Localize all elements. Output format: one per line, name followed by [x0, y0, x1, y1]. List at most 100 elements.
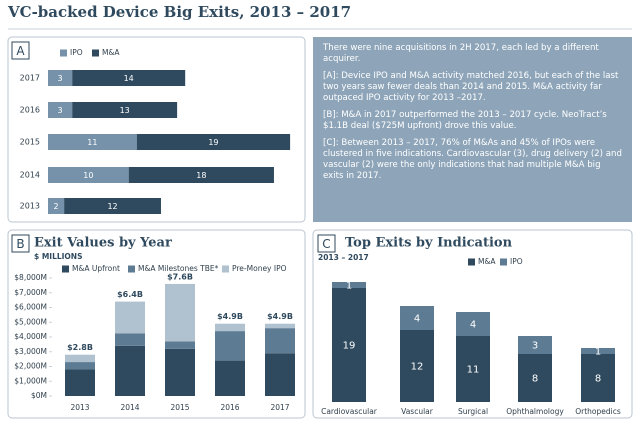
total-label: $2.8B [67, 343, 93, 352]
value-label: 11 [87, 138, 97, 147]
bar-segment [265, 323, 295, 329]
bar-segment [48, 167, 129, 183]
bar-segment [265, 353, 295, 396]
badge-letter: B [16, 237, 24, 251]
bar-segment [400, 330, 434, 402]
bar-segment [136, 134, 291, 150]
bar-segment [48, 198, 65, 214]
bar-segment [215, 323, 245, 332]
category-label: 2016 [220, 403, 239, 412]
category-label: 2015 [170, 403, 189, 412]
legend-label: Pre-Money IPO [232, 264, 287, 273]
legend-label: M&A Upfront [72, 264, 120, 273]
y-tick-label: $2,000M [14, 362, 47, 371]
y-tick-label: $0M [31, 391, 47, 400]
y-tick-label: $6,000M [14, 303, 47, 312]
bar-segment [518, 354, 552, 402]
y-tick-label: $7,000M [14, 288, 47, 297]
y-tick-label: $4,000M [14, 332, 47, 341]
value-label: 18 [196, 171, 206, 180]
bar-segment [215, 331, 245, 361]
legend-swatch [92, 49, 99, 57]
bar-segment [65, 354, 95, 363]
chart-title: Top Exits by Indication [345, 236, 513, 251]
category-label: Vascular [401, 407, 434, 416]
bar-segment [400, 306, 434, 330]
value-label: 12 [107, 202, 117, 211]
panel-frame [7, 36, 306, 223]
value-label: 10 [83, 171, 93, 180]
legend-swatch [500, 258, 507, 266]
category-label: 2014 [20, 171, 40, 180]
y-tick-label: $3,000M [14, 347, 47, 356]
value-label: 19 [208, 138, 218, 147]
bar-segment [115, 345, 145, 396]
category-label: Ophthalmology [506, 407, 564, 416]
notes-panel: There were nine acquisitions in 2H 2017,… [313, 37, 632, 222]
bar-segment [115, 333, 145, 346]
value-label: 3 [532, 341, 538, 352]
legend-label: IPO [70, 48, 83, 57]
bar-segment [48, 70, 73, 86]
chart-title: Exit Values by Year [34, 236, 172, 251]
bar-segment [581, 348, 615, 354]
chart-subtitle: 2013 – 2017 [318, 253, 369, 262]
value-label: 8 [532, 374, 538, 385]
badge-box [11, 41, 30, 60]
badge-box [11, 234, 30, 253]
total-label: $4.9B [267, 312, 293, 321]
legend-swatch [468, 258, 475, 266]
y-tick-label: $5,000M [14, 317, 47, 326]
bar-segment [72, 102, 178, 118]
value-label: 1 [346, 281, 352, 292]
bar-segment [456, 336, 490, 402]
total-label: $4.9B [217, 312, 243, 321]
badge-letter: C [322, 237, 330, 251]
value-label: 8 [595, 374, 601, 385]
category-label: 2013 [20, 202, 40, 211]
category-label: 2015 [20, 138, 40, 147]
value-label: 19 [343, 341, 356, 352]
total-label: $7.6B [167, 272, 193, 281]
bar-segment [518, 336, 552, 354]
category-label: Orthopedics [575, 407, 621, 416]
bar-segment [48, 134, 137, 150]
category-label: Surgical [458, 407, 488, 416]
legend-swatch [60, 49, 67, 57]
note: There were nine acquisitions in 2H 2017,… [323, 43, 599, 64]
legend-label: M&A Milestones TBE* [138, 264, 219, 273]
legend-label: M&A [478, 257, 496, 266]
value-label: 4 [414, 314, 420, 325]
badge-box [317, 234, 336, 253]
bar-segment [165, 283, 195, 342]
y-tick-label: $1,000M [14, 376, 47, 385]
value-label: 3 [58, 74, 63, 83]
value-label: 2 [54, 202, 59, 211]
value-label: 1 [595, 347, 601, 358]
total-label: $6.4B [117, 290, 143, 299]
bar-segment [72, 70, 186, 86]
category-label: 2017 [20, 74, 40, 83]
value-label: 12 [411, 362, 424, 373]
value-label: 14 [124, 74, 134, 83]
value-label: 3 [58, 106, 63, 115]
y-tick-label: $8,000M [14, 273, 47, 282]
category-label: 2014 [120, 403, 139, 412]
bar-segment [65, 369, 95, 396]
category-label: 2013 [70, 403, 89, 412]
bar-segment [48, 102, 73, 118]
bar-segment [581, 354, 615, 402]
page-title: VC-backed Device Big Exits, 2013 – 2017 [7, 3, 351, 21]
badge-letter: A [16, 44, 25, 58]
note: [B]: M&A in 2017 outperformed the 2013 –… [323, 110, 607, 131]
bar-segment [115, 301, 145, 334]
value-label: 4 [470, 320, 476, 331]
bar-segment [332, 288, 366, 402]
value-label: 11 [467, 365, 480, 376]
bar-segment [456, 312, 490, 336]
bar-segment [215, 360, 245, 396]
category-label: 2017 [270, 403, 289, 412]
legend-swatch [222, 265, 229, 273]
bar-segment [165, 341, 195, 349]
